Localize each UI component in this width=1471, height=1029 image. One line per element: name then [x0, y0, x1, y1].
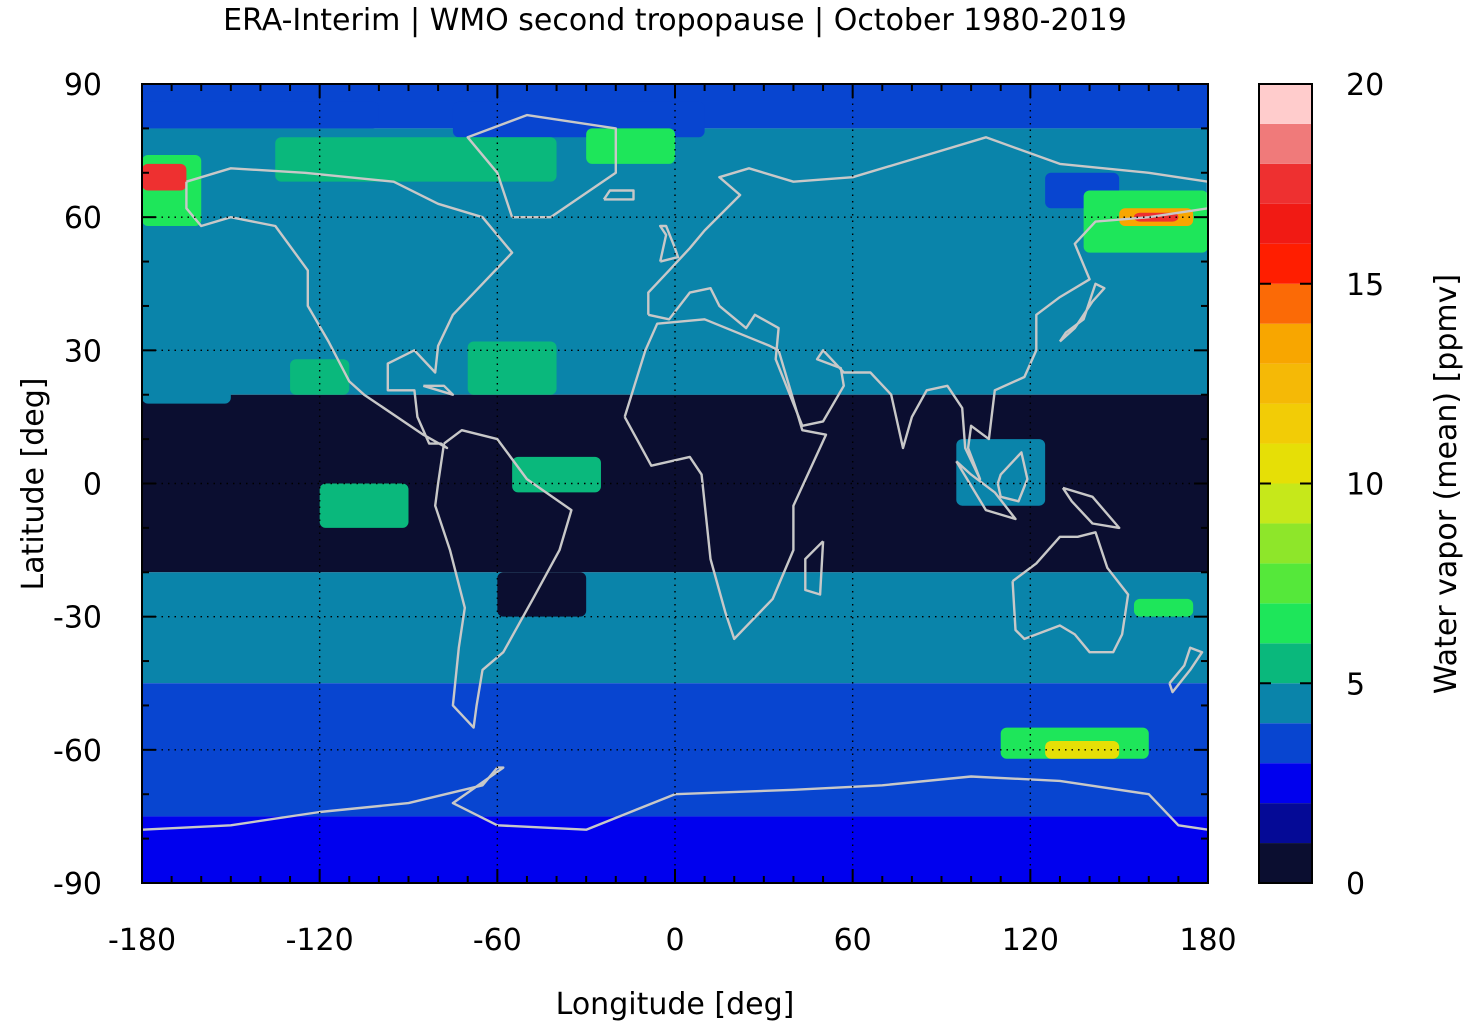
- coastline-0: [185, 167, 514, 450]
- coastlines: [142, 113, 1208, 831]
- x-tick-label: 60: [834, 923, 872, 958]
- heat-region-11: [349, 359, 424, 395]
- colorbar-label: Water vapor (mean) [ppmv]: [1429, 274, 1464, 694]
- y-tick-label: 60: [64, 201, 102, 236]
- y-tick-label: -60: [53, 734, 102, 769]
- heat-region-19: [1133, 598, 1194, 617]
- y-axis-label: Latitude [deg]: [16, 378, 51, 591]
- chart-title: ERA-Interim | WMO second tropopause | Oc…: [223, 3, 1127, 38]
- colorbar-segment-1: [1259, 803, 1312, 844]
- heat-region-5: [586, 128, 675, 164]
- heat-region-10: [142, 368, 231, 404]
- x-tick-label: -120: [286, 923, 354, 958]
- colorbar-tick-labels: 20 15 10 5 0: [1346, 68, 1384, 902]
- heat-region-21: [1045, 740, 1120, 759]
- x-tick-label: 180: [1179, 923, 1236, 958]
- coastline-11: [1168, 646, 1204, 694]
- colorbar: [1258, 83, 1313, 884]
- colorbar-tick-label: 5: [1346, 667, 1365, 702]
- colorbar-segment-19: [1259, 84, 1312, 124]
- colorbar-tick-label: 10: [1346, 468, 1384, 503]
- colorbar-segment-2: [1259, 763, 1312, 804]
- colorbar-segment-7: [1259, 563, 1312, 604]
- coastline-14: [804, 540, 825, 596]
- coastline-4: [1011, 531, 1130, 654]
- x-tick-label: -180: [108, 923, 176, 958]
- coastline-1: [434, 429, 573, 729]
- zonal-band-3: [142, 572, 1208, 684]
- y-tick-label: 0: [83, 468, 102, 503]
- colorbar-segment-17: [1259, 163, 1312, 204]
- coastline-12: [659, 224, 680, 263]
- x-tick-label: 0: [665, 923, 684, 958]
- colorbar-segment-13: [1259, 323, 1312, 364]
- y-tick-label: 90: [64, 68, 102, 103]
- colorbar-segment-9: [1259, 483, 1312, 524]
- colorbar-tick-label: 0: [1346, 867, 1365, 902]
- x-tick-label: -60: [473, 923, 522, 958]
- coastline-15: [422, 384, 455, 396]
- coastline-2: [623, 318, 828, 641]
- x-tick-label: 120: [1002, 923, 1059, 958]
- y-tick-label: 30: [64, 334, 102, 369]
- heat-region-13: [467, 341, 557, 395]
- colorbar-segment-12: [1259, 363, 1312, 404]
- y-tick-label: -30: [53, 601, 102, 636]
- heat-region-17: [319, 483, 409, 528]
- colorbar-segment-5: [1259, 643, 1312, 684]
- heat-region-14: [630, 341, 794, 395]
- x-axis-label: Longitude [deg]: [556, 987, 795, 1022]
- coastline-10: [1061, 486, 1121, 530]
- colorbar-segment-11: [1259, 403, 1312, 444]
- colorbar-segment-15: [1259, 243, 1312, 284]
- colorbar-segment-18: [1259, 123, 1312, 164]
- heat-region-16: [512, 456, 601, 493]
- heat-region-0: [142, 101, 379, 129]
- x-tick-labels: -180 -120 -60 0 60 120 180: [108, 923, 1237, 958]
- coastline-6: [142, 766, 1208, 831]
- y-tick-labels: 90 60 30 0 -30 -60 -90: [53, 68, 102, 902]
- heat-region-4: [275, 137, 557, 182]
- colorbar-segment-4: [1259, 683, 1312, 724]
- colorbar-segment-8: [1259, 523, 1312, 564]
- colorbar-tick-label: 15: [1346, 268, 1384, 303]
- coastline-5: [466, 113, 617, 219]
- colorbar-segment-10: [1259, 443, 1312, 484]
- heat-region-18: [497, 572, 587, 617]
- colorbar-segment-0: [1259, 843, 1312, 883]
- colorbar-tick-label: 20: [1346, 68, 1384, 103]
- coastline-3: [647, 136, 1208, 481]
- colorbar-segment-16: [1259, 203, 1312, 244]
- coastline-7: [1058, 282, 1106, 343]
- y-tick-label: -90: [53, 867, 102, 902]
- colorbar-segment-14: [1259, 283, 1312, 324]
- axis-ticks: [141, 83, 1209, 884]
- heat-region-3: [142, 163, 187, 191]
- colorbar-segment-6: [1259, 603, 1312, 644]
- coastline-13: [602, 189, 635, 201]
- colorbar-segment-3: [1259, 723, 1312, 764]
- coastline-8: [955, 460, 1017, 521]
- coastline-9: [996, 451, 1029, 503]
